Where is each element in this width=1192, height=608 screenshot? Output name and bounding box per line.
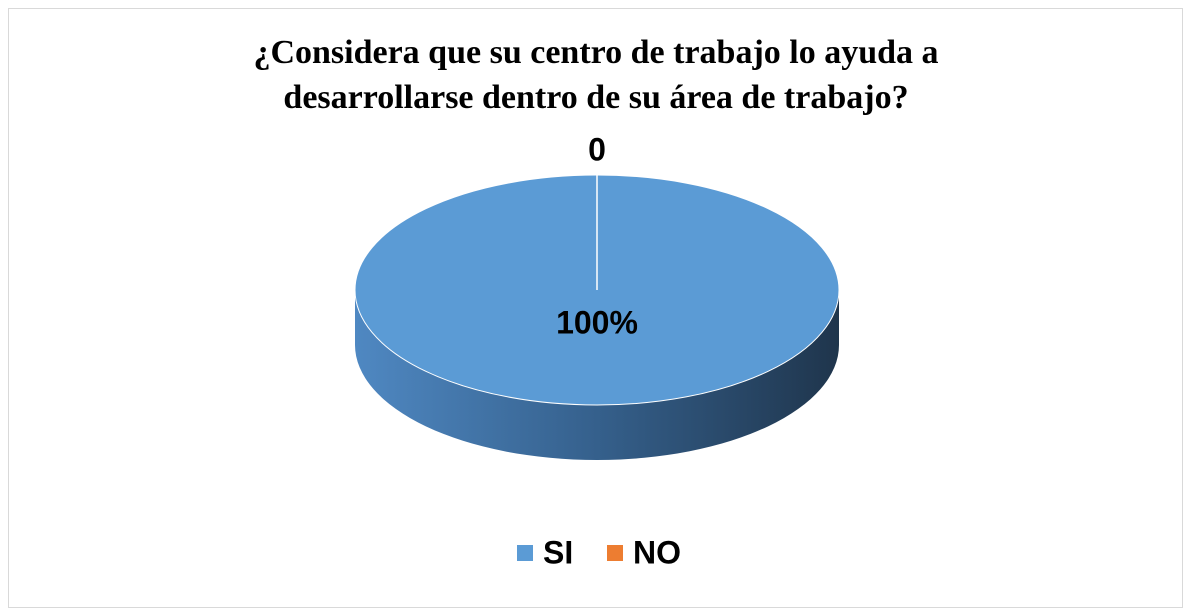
value-label: 100% [556, 304, 638, 340]
legend-swatch [517, 545, 533, 561]
value-label: 0 [588, 131, 606, 167]
legend-swatch [607, 545, 623, 561]
legend-label: SI [543, 534, 573, 570]
pie-side [355, 290, 839, 460]
chart-title: ¿Considera que su centro de trabajo lo a… [253, 34, 939, 116]
legend-label: NO [633, 534, 681, 570]
